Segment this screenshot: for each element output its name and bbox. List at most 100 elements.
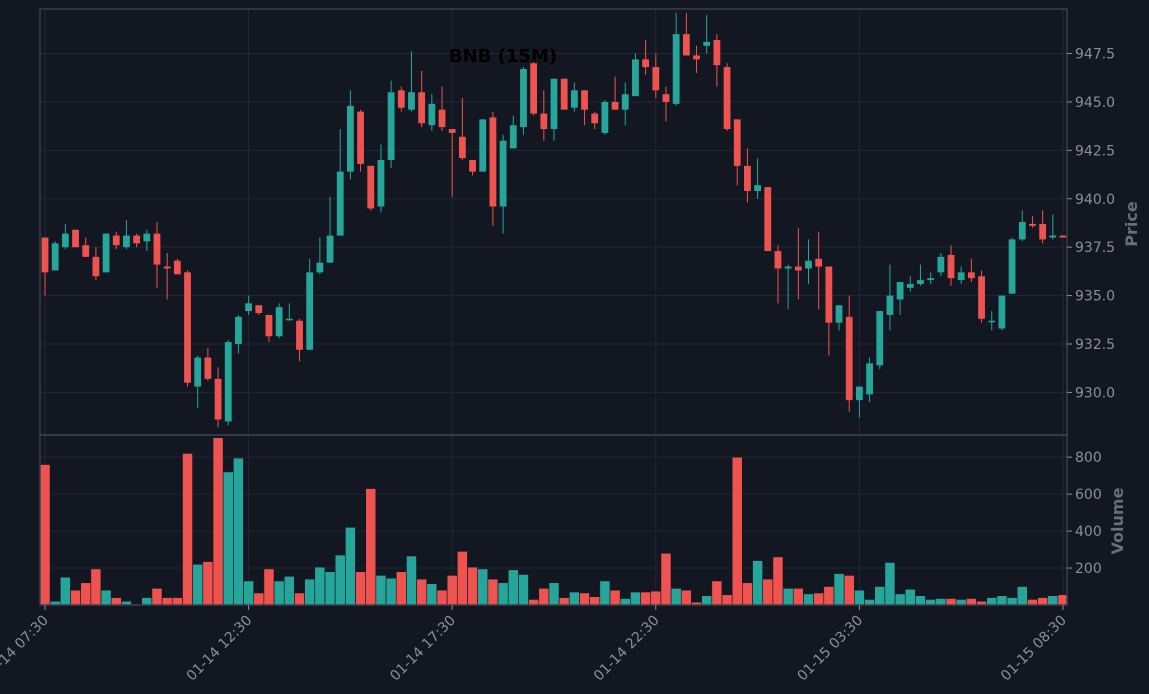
volume-bar <box>284 576 295 606</box>
candle-body <box>123 235 130 248</box>
candle-body <box>418 92 426 124</box>
candle-body <box>204 357 212 379</box>
candle-body <box>1018 222 1026 240</box>
candle-body <box>367 165 375 209</box>
candle-body <box>642 59 650 68</box>
candle-body <box>479 119 487 172</box>
candle-body <box>601 101 609 133</box>
volume-bar <box>579 592 590 606</box>
price-tick-label: 942.5 <box>1075 143 1115 159</box>
volume-bar <box>141 597 153 606</box>
volume-bar <box>864 599 875 606</box>
price-tick-label: 945.0 <box>1075 95 1115 111</box>
price-tick-label: 940.0 <box>1075 192 1115 208</box>
volume-bar <box>670 588 682 606</box>
volume-bar <box>436 589 448 606</box>
candle-body <box>112 235 120 246</box>
candle-body <box>754 185 761 192</box>
volume-bar <box>355 571 366 606</box>
candle-body <box>998 295 1006 329</box>
volume-bar <box>538 588 550 606</box>
volume-axis-label: Volume <box>1108 487 1127 554</box>
volume-bar <box>243 580 254 606</box>
candle-body <box>173 260 181 275</box>
candle-body <box>550 78 558 130</box>
candle-body <box>876 311 884 366</box>
volume-axis-ticks: 200 400 600 800 <box>1067 450 1102 577</box>
volume-bar <box>111 597 122 606</box>
volume-bar <box>172 597 183 606</box>
volume-bar <box>508 569 519 606</box>
candle-body <box>357 111 364 164</box>
volume-bar <box>161 597 173 606</box>
volume-bar <box>833 573 845 606</box>
candle-body <box>967 272 975 279</box>
candle-body <box>347 105 354 172</box>
volume-bar <box>151 588 163 606</box>
candle-body <box>296 320 303 350</box>
candle-body <box>978 276 985 319</box>
candle-body <box>469 160 476 172</box>
volume-bar <box>314 566 326 606</box>
volume-bar <box>375 575 387 606</box>
candle-body <box>265 314 273 337</box>
candle-body <box>845 316 853 401</box>
candle-body <box>184 272 191 383</box>
candle-body <box>255 305 263 314</box>
volume-bar <box>803 593 814 606</box>
candle-body <box>275 307 283 337</box>
volume-bar <box>762 578 774 606</box>
price-axis-ticks: 930.0 932.5 935.0 937.5 940.0 942.5 945.0 947.5 <box>1067 47 1115 401</box>
candle-body <box>316 262 324 273</box>
candle-body <box>245 303 252 312</box>
candle-body <box>540 113 548 130</box>
candle-body <box>1029 223 1036 226</box>
candle-body <box>581 90 588 110</box>
volume-bar <box>752 560 763 606</box>
volume-bar <box>986 597 997 606</box>
volume-tick-label: 800 <box>1075 450 1102 466</box>
volume-bar <box>630 591 641 606</box>
volume-bars <box>39 437 1069 606</box>
volume-bar <box>324 571 336 606</box>
candle-body <box>713 39 721 66</box>
candle-body <box>1059 235 1067 238</box>
volume-bar <box>1027 599 1038 606</box>
volume-bar <box>70 589 81 606</box>
candle-body <box>163 266 171 269</box>
volume-bar <box>80 582 91 606</box>
candle-body <box>143 233 151 242</box>
candle-body <box>489 117 497 207</box>
candle-body <box>937 256 945 273</box>
candle-body <box>306 272 314 350</box>
volume-bar <box>233 457 244 606</box>
volume-bar <box>253 592 265 606</box>
candle-body <box>235 316 242 344</box>
volume-bar <box>528 599 539 606</box>
candle-body <box>957 272 965 281</box>
volume-bar <box>843 575 855 606</box>
candle-body <box>947 254 955 279</box>
candle-body <box>448 129 456 133</box>
volume-bar <box>39 464 51 606</box>
candle-body <box>672 34 680 104</box>
volume-bar <box>599 580 611 606</box>
candle-body <box>509 125 517 149</box>
candle-body <box>723 67 731 130</box>
candle-body <box>408 92 415 110</box>
volume-bar <box>1047 595 1059 606</box>
candle-body <box>825 266 833 323</box>
chart-title: BNB (15M) <box>449 46 557 67</box>
candle-body <box>499 140 507 207</box>
candle-body <box>224 342 232 422</box>
candle-body <box>387 92 395 161</box>
volume-bar <box>1017 586 1028 606</box>
candle-body <box>744 165 751 192</box>
candle-body <box>611 101 619 110</box>
volume-bar <box>915 595 926 606</box>
candle-body <box>133 235 141 244</box>
candle-body <box>886 295 894 315</box>
candle-body <box>72 229 79 248</box>
volume-bar <box>477 568 488 606</box>
